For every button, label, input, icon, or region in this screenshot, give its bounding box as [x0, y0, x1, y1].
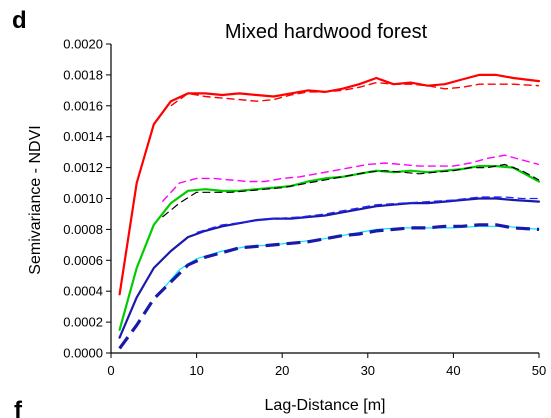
series-line-0 — [118, 73, 541, 296]
x-axis-label: Lag-Distance [m] — [265, 397, 386, 414]
series-line-4 — [162, 163, 540, 218]
x-tick-label: 10 — [189, 363, 203, 378]
y-tick-label: 0.0004 — [63, 284, 103, 299]
series-line-1 — [170, 81, 540, 107]
series-layer — [118, 73, 541, 350]
chart-title: Mixed hardwood forest — [225, 21, 428, 43]
y-tick-label: 0.0006 — [63, 253, 103, 268]
y-tick-label: 0.0012 — [63, 160, 103, 175]
x-tick-label: 30 — [361, 363, 375, 378]
y-tick-label: 0.0002 — [63, 315, 103, 330]
series-line-3 — [118, 165, 541, 331]
x-tick-label: 20 — [275, 363, 289, 378]
next-panel-letter: f — [14, 397, 23, 418]
panel-letter: d — [12, 7, 27, 34]
y-tick-label: 0.0016 — [63, 98, 103, 113]
y-tick-label: 0.0014 — [63, 129, 103, 144]
series-line-5 — [118, 197, 541, 339]
x-tick-label: 50 — [532, 363, 546, 378]
series-line-8 — [118, 223, 540, 350]
x-axis: 0 10 20 30 40 50 — [107, 353, 546, 378]
y-axis-label: Semivariance - NDVI — [27, 125, 44, 274]
x-tick-label: 0 — [107, 363, 114, 378]
x-tick-label: 40 — [446, 363, 460, 378]
y-tick-label: 0.0000 — [63, 346, 103, 361]
y-axis: 0.0000 0.0002 0.0004 0.0006 0.0008 0.0010 0.00… — [63, 37, 111, 361]
y-tick-label: 0.0020 — [63, 37, 103, 52]
series-line-2 — [161, 154, 540, 203]
y-tick-label: 0.0010 — [63, 191, 103, 206]
y-tick-label: 0.0018 — [63, 67, 103, 82]
series-line-6 — [196, 196, 539, 234]
y-tick-label: 0.0008 — [63, 222, 103, 237]
